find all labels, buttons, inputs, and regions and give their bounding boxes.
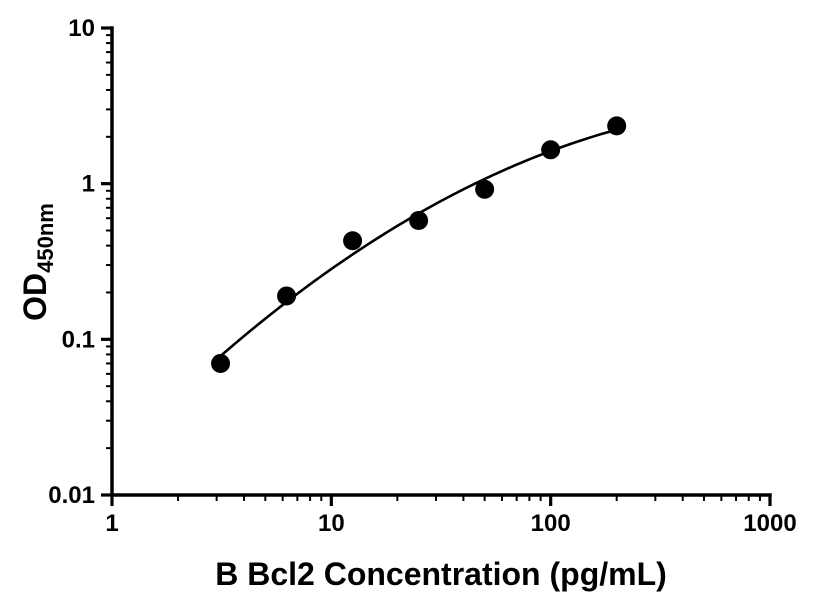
data-point [343,231,363,251]
data-point [409,210,429,230]
y-axis-title: OD450nm [17,203,58,321]
x-tick-label: 100 [531,510,571,537]
x-axis-title: B Bcl2 Concentration (pg/mL) [215,556,667,592]
y-axis-title-subscript: 450nm [33,203,58,273]
fit-curve [219,128,618,358]
axes-frame [110,26,772,497]
y-tick-label: 0.1 [62,326,95,353]
y-axis-title-main: OD [17,273,53,321]
data-point [541,140,561,160]
data-point [607,116,627,136]
x-tick-label: 10 [318,510,345,537]
data-point [211,353,231,373]
x-tick-label: 1 [105,510,118,537]
y-tick-label: 1 [82,171,95,198]
plot-layers: 1 10 100 1000 0.01 0.1 1 10 [48,15,796,537]
y-tick-label: 10 [68,15,95,42]
y-tick-label: 0.01 [48,482,95,509]
data-point [475,179,495,199]
data-point [277,286,297,306]
x-tick-label: 1000 [743,510,796,537]
